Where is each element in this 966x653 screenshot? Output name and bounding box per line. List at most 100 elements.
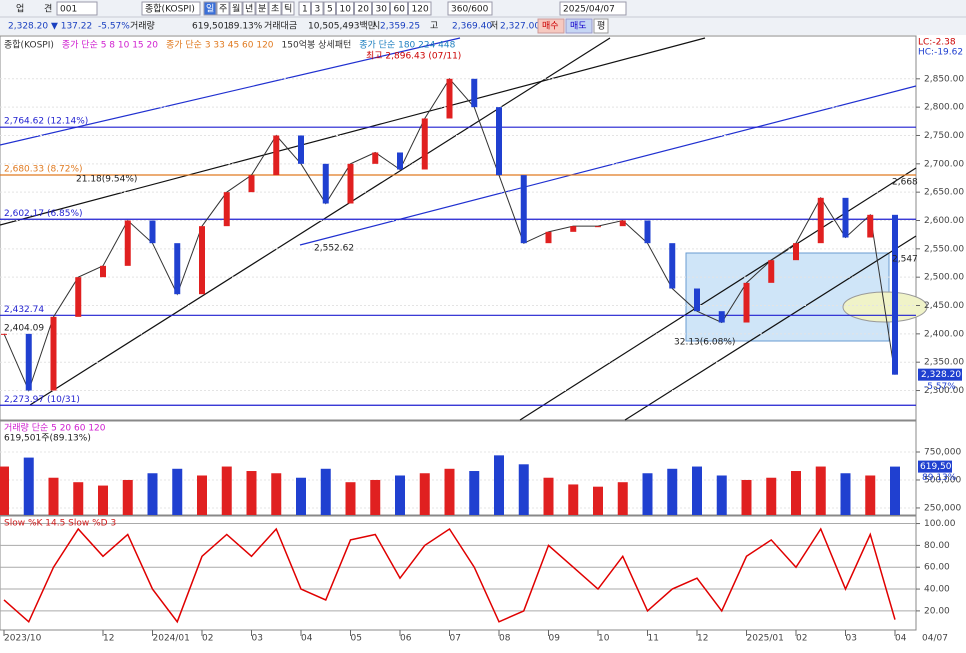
volume-bar xyxy=(296,477,306,515)
change: -5.57% xyxy=(98,22,130,32)
interval[interactable]: 3 xyxy=(315,5,321,15)
volume-bar xyxy=(741,479,752,515)
interval-button[interactable] xyxy=(372,1,390,16)
period-button[interactable] xyxy=(268,1,282,16)
y-tick-label: 20.00 xyxy=(924,606,950,616)
interval[interactable]: 5 xyxy=(327,5,333,15)
volume-bar xyxy=(73,482,84,515)
volume-bar xyxy=(320,468,331,515)
volume-bar xyxy=(122,479,133,515)
period-button[interactable] xyxy=(216,1,230,16)
interval[interactable]: 120 xyxy=(412,5,429,15)
period-button[interactable] xyxy=(229,1,243,16)
sell[interactable]: 매도 xyxy=(570,21,587,32)
candle xyxy=(496,107,502,176)
y-tick-label: 80.00 xyxy=(924,541,950,551)
x-tick-label: 05 xyxy=(351,634,362,644)
candle xyxy=(520,175,527,244)
y-tick-label: 2,300.00 xyxy=(924,386,964,396)
interval-button[interactable] xyxy=(408,1,432,16)
interval[interactable]: 10 xyxy=(340,5,352,15)
y-tick-label: 100.00 xyxy=(924,519,956,529)
interval[interactable]: 30 xyxy=(376,5,388,15)
volume-bar xyxy=(865,475,876,515)
y-tick-label: 2,650.00 xyxy=(924,188,964,198)
period-button[interactable] xyxy=(203,1,217,16)
period[interactable]: 일 xyxy=(206,4,214,15)
volume-bar xyxy=(246,471,257,515)
interval-button[interactable] xyxy=(390,1,408,16)
x-tick-label: 03 xyxy=(846,634,857,644)
y-tick-label: 2,400.00 xyxy=(924,329,964,339)
low: 2,327.00 xyxy=(500,22,540,32)
annotation: HC:-19.62 xyxy=(918,48,963,58)
x-tick-label: 09 xyxy=(549,634,561,644)
interval-button[interactable] xyxy=(354,1,372,16)
last-volume: 619,501 xyxy=(920,462,957,472)
volume-bar xyxy=(815,466,826,515)
interval-button[interactable] xyxy=(311,1,324,16)
period-button[interactable] xyxy=(281,1,295,16)
interval-button[interactable] xyxy=(336,1,354,16)
candle xyxy=(372,152,379,164)
interval-button[interactable] xyxy=(323,1,336,16)
volume-panel xyxy=(0,420,917,516)
market[interactable]: 업 xyxy=(16,4,24,15)
mode[interactable]: 견 xyxy=(44,3,52,15)
volume-bar xyxy=(494,455,504,515)
date-box[interactable] xyxy=(559,1,627,16)
last-volume-box xyxy=(918,460,952,473)
x-tick-label: 06 xyxy=(400,634,412,644)
interval[interactable]: 60 xyxy=(394,5,406,15)
y-tick-label: 2,450.00 xyxy=(924,301,964,311)
interval[interactable]: 20 xyxy=(358,5,370,15)
volume-bar xyxy=(692,466,702,515)
period[interactable]: 초 xyxy=(271,4,279,15)
buy-button[interactable] xyxy=(537,18,565,34)
avg-button[interactable] xyxy=(593,18,609,34)
candle xyxy=(298,135,304,164)
y-tick-label: 250,000 xyxy=(924,503,961,513)
annotation: LC:-2.38 xyxy=(918,38,956,48)
annotation: 2,552.62 xyxy=(314,244,354,254)
volume-bar xyxy=(568,484,579,515)
volume-bar xyxy=(766,477,777,515)
avg[interactable]: 평 xyxy=(597,21,605,32)
buy[interactable]: 매수 xyxy=(542,21,559,32)
price: 2,328.20 ▼ 137.22 xyxy=(8,22,92,32)
amount: 10,505,493백만 xyxy=(308,21,376,32)
volume-bar xyxy=(890,466,900,515)
interval-button[interactable] xyxy=(298,1,311,16)
code-box[interactable] xyxy=(56,1,98,16)
annotation: 최고 2,896.43 (07/11) xyxy=(366,51,461,62)
sell-button[interactable] xyxy=(565,18,593,34)
code[interactable]: 001 xyxy=(60,5,77,15)
volume-bar xyxy=(370,479,381,515)
period-button[interactable] xyxy=(242,1,256,16)
period[interactable]: 월 xyxy=(232,3,240,15)
interval[interactable]: 1 xyxy=(302,5,308,15)
period[interactable]: 년 xyxy=(245,4,253,15)
volume-bar xyxy=(0,466,9,515)
period[interactable]: 주 xyxy=(219,4,227,15)
y-tick-label: 750,000 xyxy=(924,447,961,457)
volume-bar xyxy=(791,471,801,515)
candle xyxy=(124,220,131,266)
volume-bar xyxy=(271,473,282,515)
volume-bar xyxy=(197,475,207,515)
date[interactable]: 2025/04/07 xyxy=(563,5,615,15)
count-box[interactable] xyxy=(447,1,493,16)
period[interactable]: 틱 xyxy=(284,3,292,15)
period[interactable]: 분 xyxy=(258,4,266,15)
candle xyxy=(669,243,676,289)
annotation: 32.13(6.08%) xyxy=(674,338,735,348)
period-button[interactable] xyxy=(255,1,269,16)
x-tick-label: 12 xyxy=(103,634,114,644)
candle xyxy=(273,135,280,176)
candle xyxy=(471,78,478,108)
candle xyxy=(322,163,329,204)
volume: 619,501 xyxy=(192,22,229,32)
name[interactable]: 종합(KOSPI) xyxy=(145,4,195,15)
name-box[interactable] xyxy=(141,1,201,16)
candle xyxy=(817,197,824,244)
